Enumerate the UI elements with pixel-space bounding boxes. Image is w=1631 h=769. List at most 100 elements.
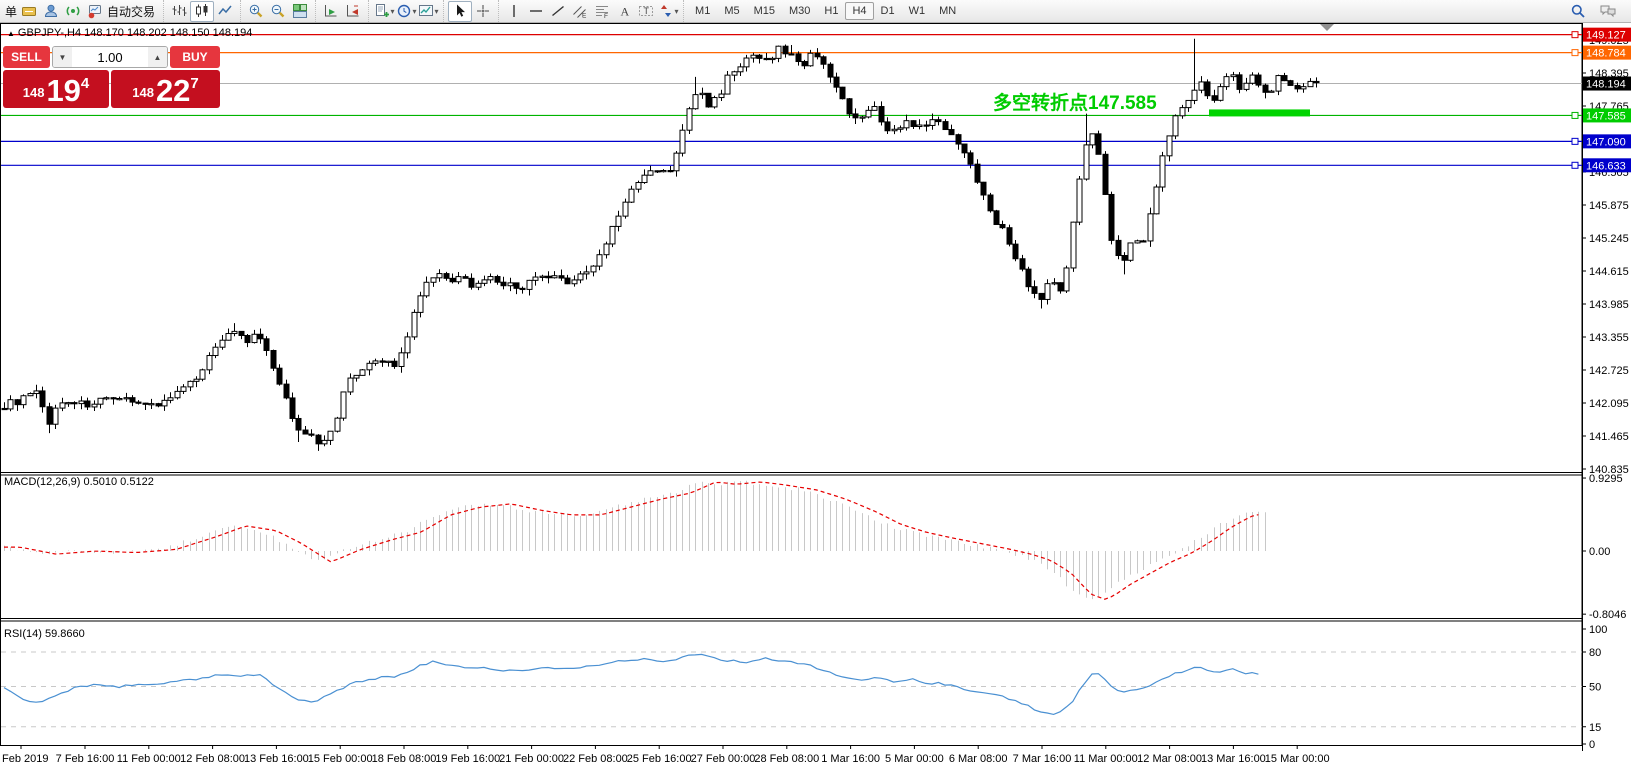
candle-body [571,279,578,285]
candle-body [327,430,334,441]
candle-body [84,400,91,408]
candle-body [302,429,309,435]
candle-body [340,391,347,419]
timeframe-w1-button[interactable]: W1 [908,5,926,17]
candle-body [795,53,802,63]
candle-body [596,254,603,267]
macd-tick-label: 0.00 [1589,546,1610,558]
timeframe-m15-button[interactable]: M15 [753,5,775,17]
new-order-icon[interactable] [18,2,40,21]
signals-icon[interactable] [62,2,84,21]
period-selector-clock-icon[interactable]: ▾ [395,2,417,21]
candlestick-chart-icon[interactable] [190,0,215,22]
candle-body [123,397,130,400]
timeframe-m5-button[interactable]: M5 [724,5,740,17]
candle-body [507,282,514,287]
candle-body [1300,86,1307,90]
timeframe-m1-button[interactable]: M1 [695,5,711,17]
candle-body [1172,115,1179,137]
text-label-icon[interactable]: T [635,2,657,21]
vertical-line-icon[interactable] [503,2,525,21]
crosshair-icon[interactable] [472,2,494,21]
candle-body [967,152,974,165]
tile-windows-icon[interactable] [289,2,311,21]
rsi-tick-label: 50 [1589,682,1601,694]
price-tick-label: 141.465 [1589,431,1629,443]
toolbar-group-timeframes: M1 M5 M15 M30 H1 H4 D1 W1 MN [683,0,967,22]
candle-body [711,97,718,108]
candle-body [155,403,162,407]
volume-increase-button[interactable]: ▲ [148,47,167,67]
buy-button[interactable]: BUY [170,46,220,68]
trendline-icon[interactable] [547,2,569,21]
candle-body [539,275,546,278]
candle-body [1294,84,1301,90]
sell-price-display[interactable]: 148 19 4 [3,70,109,108]
timeframe-h4-button[interactable]: H4 [845,2,874,20]
auto-scroll-icon[interactable] [320,2,342,21]
price-level-badge [1583,45,1631,60]
zoom-in-icon[interactable] [245,2,267,21]
candle-body [251,333,258,344]
candle-body [1268,90,1275,93]
candle-body [379,360,386,363]
candle-body [1159,155,1166,188]
horizontal-line-icon[interactable] [525,2,547,21]
arrows-icon[interactable]: ▾ [657,2,679,21]
candle-body [238,330,245,336]
candle-body [411,311,418,338]
timeframe-h1-button[interactable]: H1 [824,5,839,17]
candle-body [289,397,296,419]
svg-text:E: E [582,13,587,20]
search-icon[interactable] [1567,2,1589,21]
candle-body [1185,99,1192,109]
fibonacci-icon[interactable]: F [591,2,613,21]
candle-body [1198,81,1205,91]
candle-body [513,282,520,289]
candle-body [993,210,1000,225]
candle-body [20,395,27,406]
price-tick-label: 144.615 [1589,266,1629,278]
text-icon[interactable]: A [613,2,635,21]
candle-body [609,225,616,245]
candle-body [1249,74,1256,84]
candle-body [743,57,750,68]
date-label: 15 Feb 00:00 [308,753,373,765]
zoom-out-icon[interactable] [267,2,289,21]
templates-icon[interactable]: ▾ [373,2,395,21]
sell-price-prefix: 148 [22,85,45,100]
candle-body [577,273,584,281]
candle-body [1019,258,1026,270]
candle-body [225,333,232,341]
line-chart-icon[interactable] [214,2,236,21]
rsi-indicator-label: RSI(14) 59.8660 [4,628,85,640]
candle-body [654,170,661,173]
candle-body [1153,186,1160,215]
candle-body [820,56,827,65]
profiles-chart-icon[interactable]: ▾ [417,2,439,21]
timeframe-d1-button[interactable]: D1 [880,5,895,17]
bar-chart-icon[interactable] [168,2,190,21]
candle-body [308,433,315,436]
candle-body [1140,240,1147,243]
sell-button[interactable]: SELL [3,46,50,68]
chart-shift-icon[interactable] [342,2,364,21]
volume-input[interactable] [72,47,148,67]
candle-body [551,275,558,279]
equidistant-channel-icon[interactable]: E [569,2,591,21]
buy-price-display[interactable]: 148 22 7 [111,70,220,108]
candle-body [494,276,501,283]
candle-body [891,128,898,132]
community-profile-icon[interactable] [40,2,62,21]
candle-body [129,397,136,403]
chat-icon[interactable] [1597,2,1619,21]
autotrading-button[interactable]: 自动交易 [84,3,159,20]
timeframe-mn-button[interactable]: MN [939,5,957,17]
candle-body [679,129,686,154]
timeframe-m30-button[interactable]: M30 [789,5,811,17]
volume-decrease-button[interactable]: ▼ [53,47,72,67]
candle-body [270,349,277,369]
order-label[interactable]: 单 [5,4,18,19]
cursor-icon[interactable] [448,0,473,22]
